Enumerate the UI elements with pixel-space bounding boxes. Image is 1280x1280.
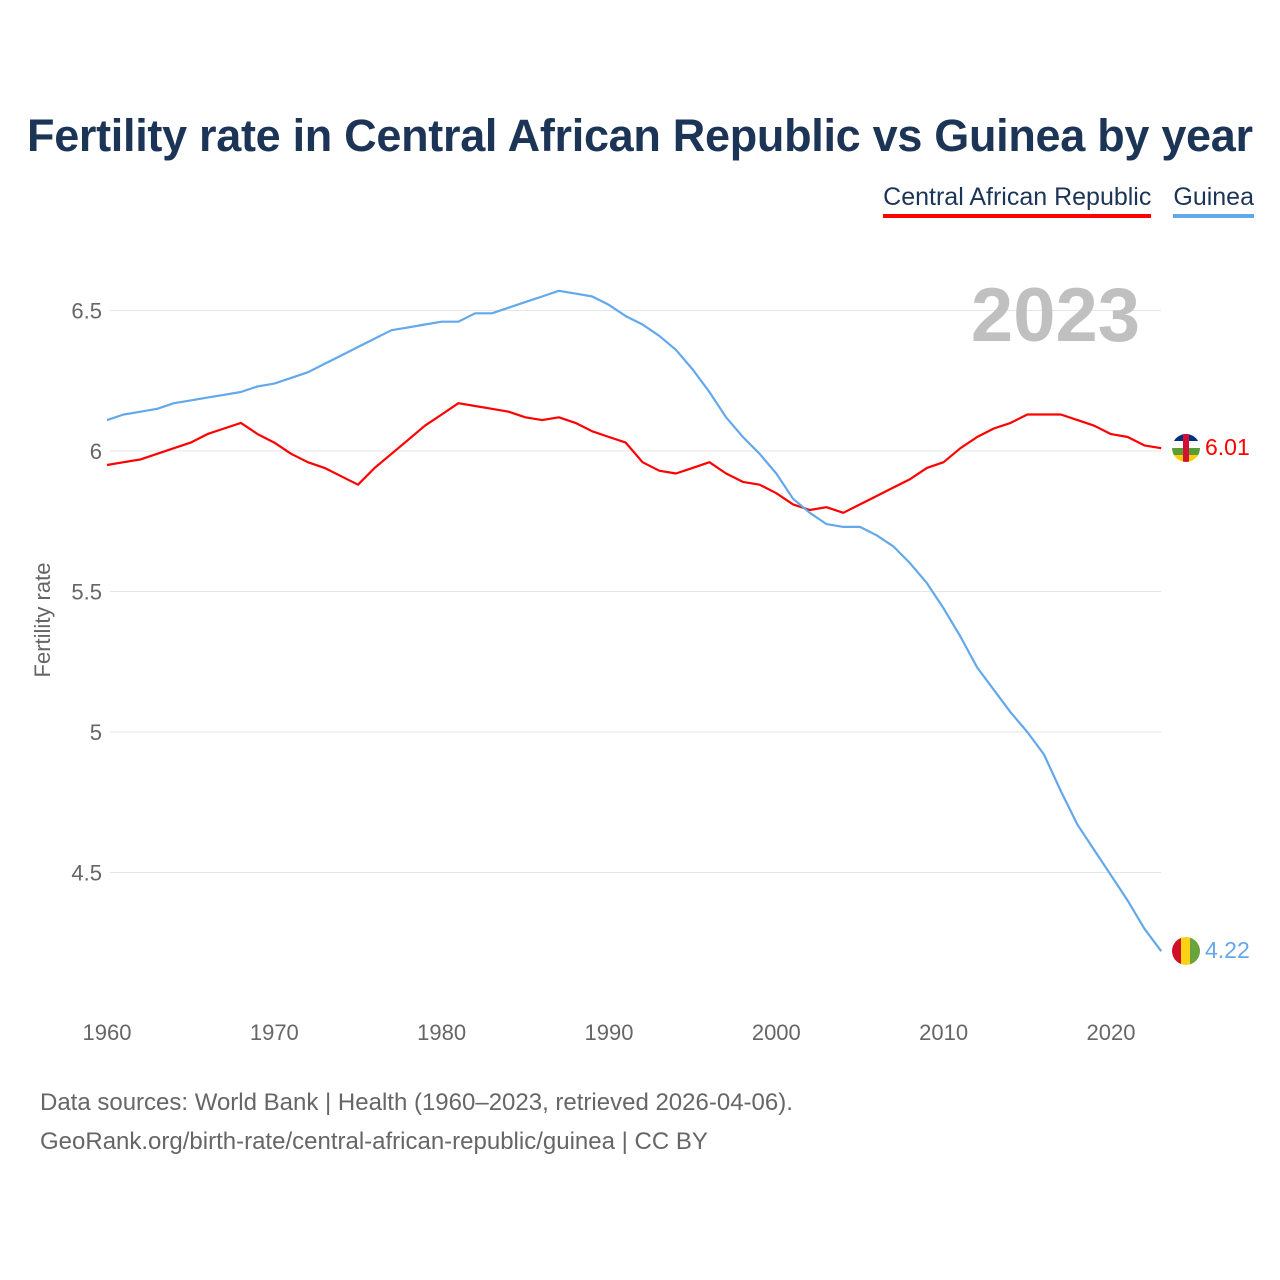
x-tick-label: 2020 (1087, 1020, 1136, 1045)
x-tick-label: 1990 (585, 1020, 634, 1045)
y-tick-label: 5.5 (71, 580, 102, 605)
end-label-car: 6.01 (1205, 434, 1250, 460)
flag-car-icon (1172, 434, 1200, 462)
series-line-car (106, 402, 1162, 514)
y-tick-label: 5 (90, 720, 102, 745)
x-tick-label: 1960 (83, 1020, 132, 1045)
y-tick-label: 6.5 (71, 299, 102, 324)
x-tick-label: 1980 (417, 1020, 466, 1045)
chart-title: Fertility rate in Central African Republ… (27, 110, 1253, 161)
x-tick-label: 2010 (919, 1020, 968, 1045)
x-tick-label: 2000 (752, 1020, 801, 1045)
source-link[interactable]: GeoRank.org/birth-rate/central-african-r… (40, 1128, 708, 1155)
y-axis-label: Fertility rate (30, 563, 55, 678)
source-text: Data sources: World Bank | Health (1960–… (40, 1089, 793, 1116)
x-tick-label: 1970 (250, 1020, 299, 1045)
series-line-guinea (106, 289, 1163, 952)
legend-item-guinea[interactable]: Guinea (1173, 183, 1254, 218)
legend: Central African Republic Guinea (883, 183, 1254, 218)
y-tick-label: 6 (90, 439, 102, 464)
year-watermark: 2023 (971, 273, 1140, 358)
legend-item-car[interactable]: Central African Republic (883, 183, 1152, 218)
y-tick-label: 4.5 (71, 861, 102, 886)
flag-guinea-icon (1172, 937, 1200, 965)
end-label-guinea: 4.22 (1205, 937, 1250, 963)
